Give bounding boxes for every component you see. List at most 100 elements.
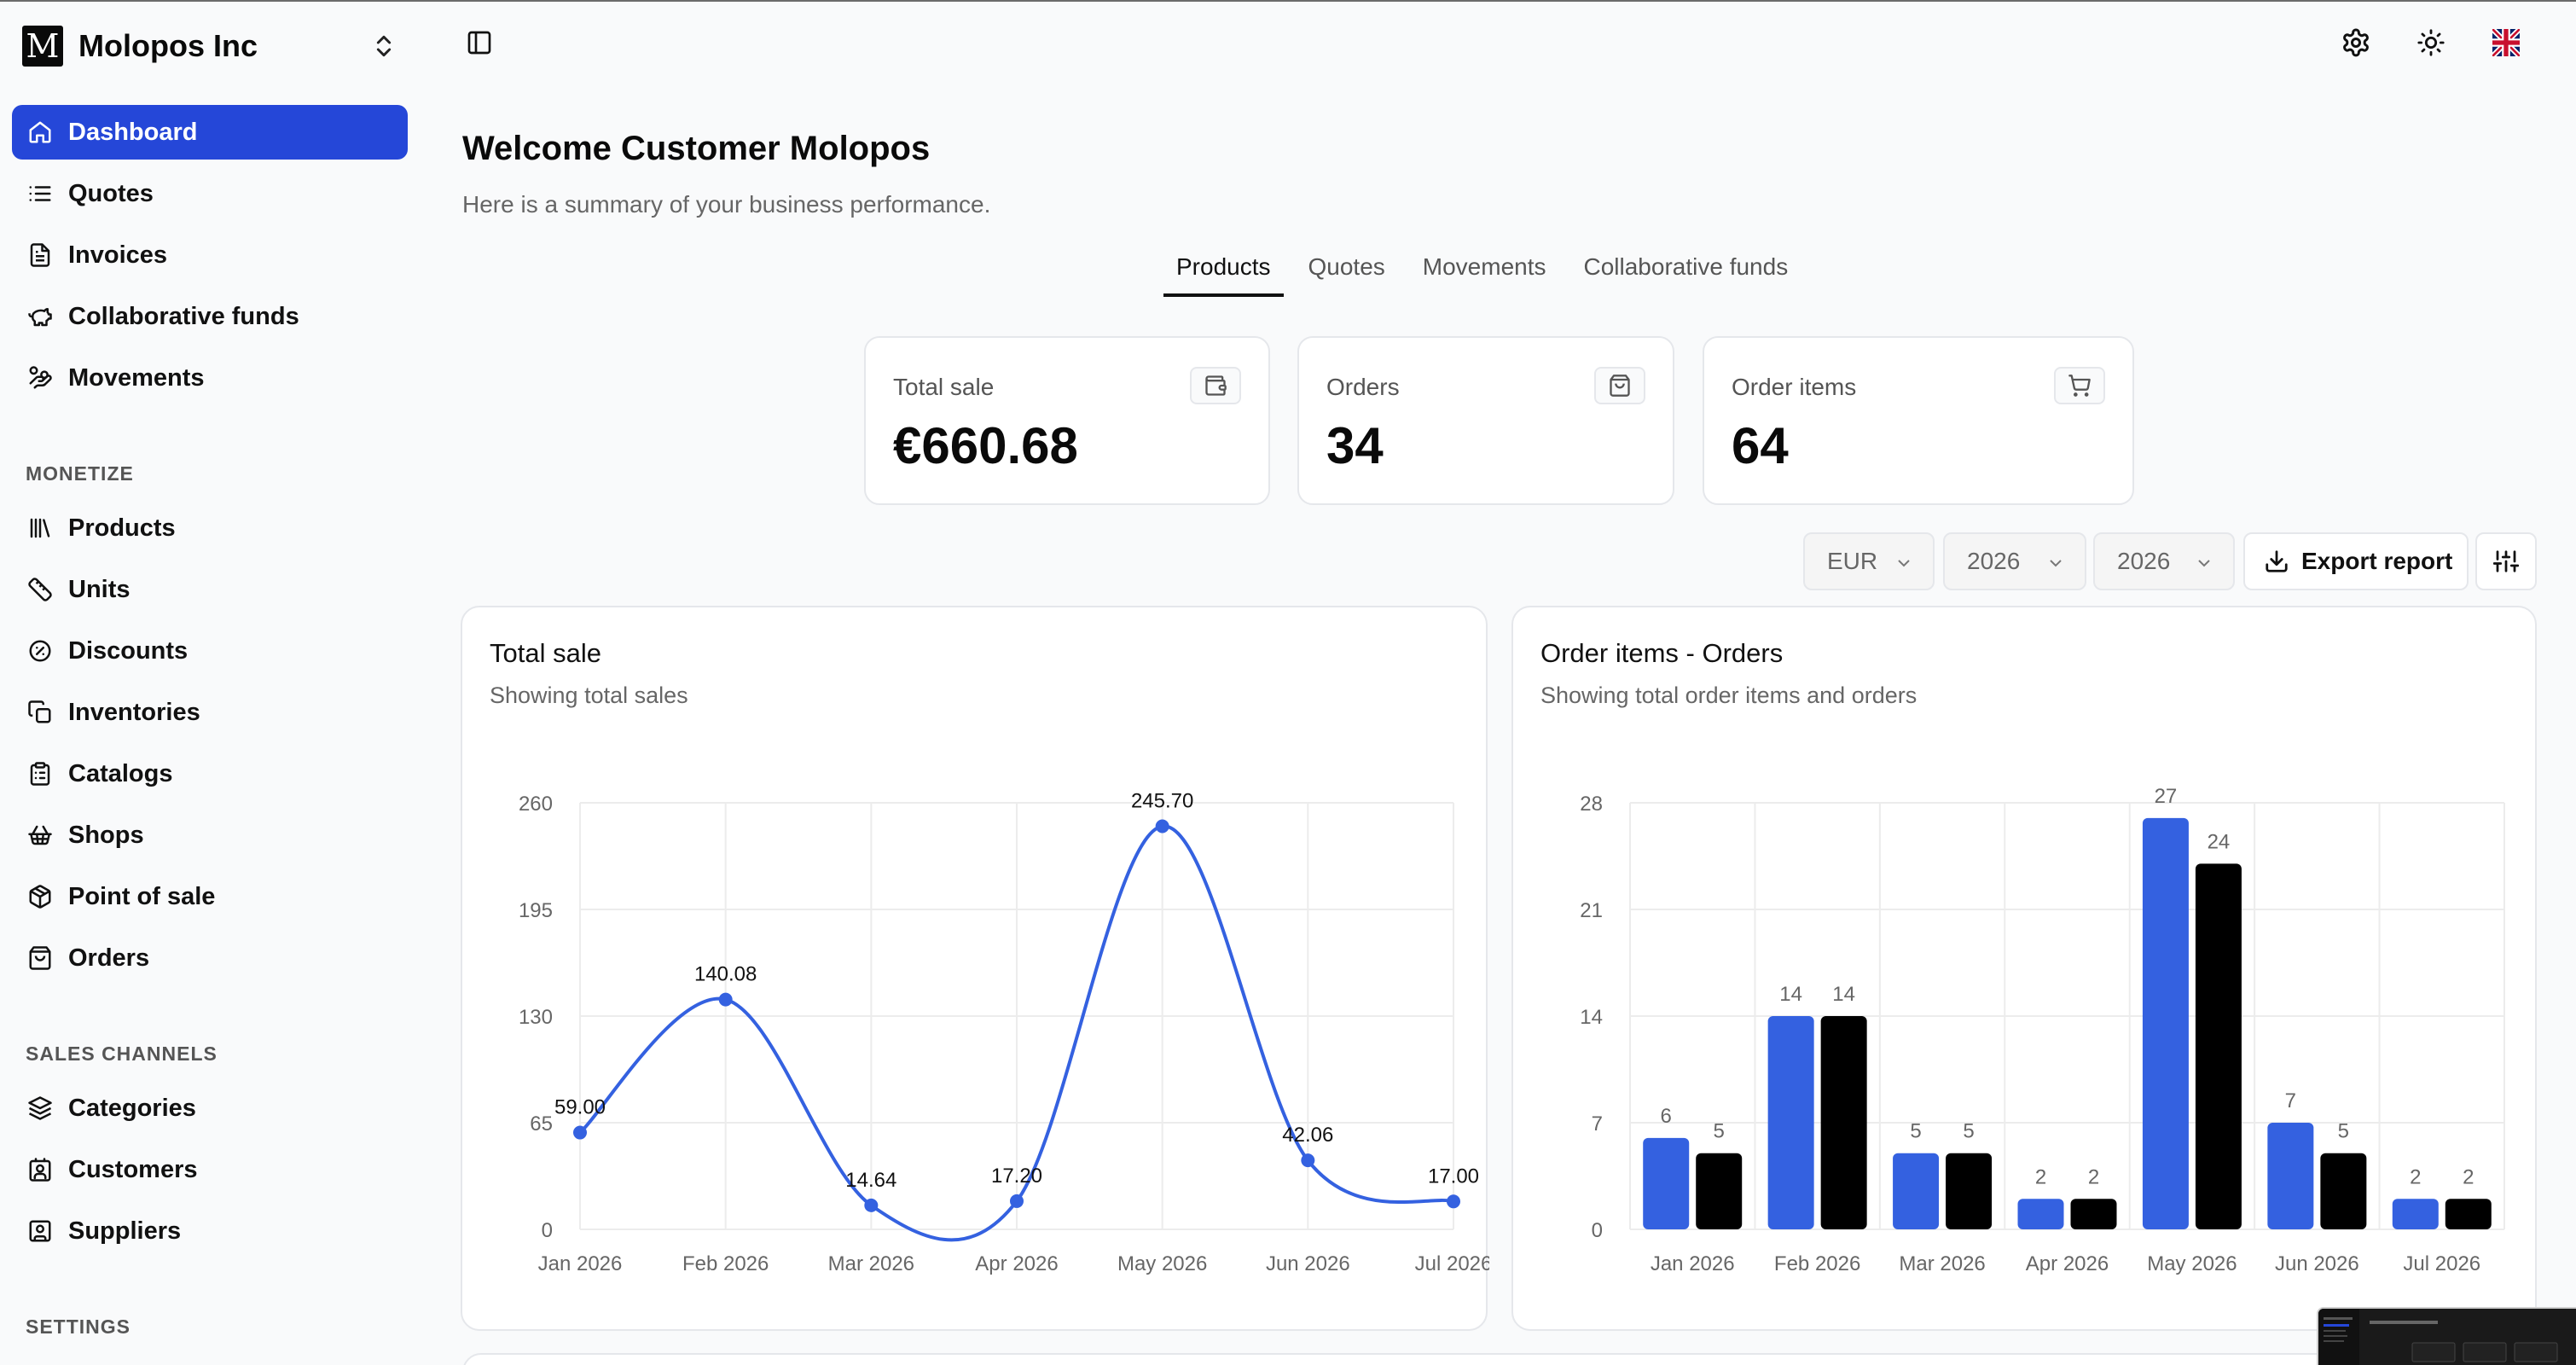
chevron-down-icon bbox=[1898, 560, 1910, 567]
y-tick-label: 14 bbox=[1580, 1006, 1603, 1029]
sidebar-item-label: Discounts bbox=[68, 636, 189, 665]
piggy-bank-icon bbox=[26, 302, 55, 331]
stat-label: Order items bbox=[1732, 374, 1857, 400]
sidebar-item-label: Orders bbox=[68, 944, 150, 972]
year-to-select[interactable]: 2026 bbox=[2093, 532, 2235, 590]
data-label: 2 bbox=[2088, 1165, 2099, 1188]
sidebar-item-suppliers[interactable]: Suppliers bbox=[12, 1204, 408, 1258]
theme-sun-icon[interactable] bbox=[2412, 24, 2450, 61]
y-tick-label: 65 bbox=[530, 1112, 553, 1136]
currency-value: EUR bbox=[1827, 548, 1878, 574]
currency-select[interactable]: EUR bbox=[1803, 532, 1935, 590]
sidebar-item-movements[interactable]: Movements bbox=[12, 351, 408, 405]
x-tick-label: Apr 2026 bbox=[975, 1252, 1058, 1275]
export-report-button[interactable]: Export report bbox=[2243, 532, 2469, 590]
export-label: Export report bbox=[2301, 548, 2453, 574]
data-point bbox=[1155, 819, 1169, 834]
sidebar-item-label: Inventories bbox=[68, 698, 200, 726]
data-point bbox=[1301, 1153, 1315, 1168]
data-label: 17.20 bbox=[991, 1165, 1042, 1188]
sidebar-item-products[interactable]: Products bbox=[12, 501, 408, 555]
data-label: 27 bbox=[2155, 785, 2178, 808]
chart-card-order-items-orders: Order items - Orders Showing total order… bbox=[1511, 606, 2537, 1331]
sidebar-item-categories[interactable]: Categories bbox=[12, 1081, 408, 1136]
x-tick-label: Jan 2026 bbox=[538, 1252, 623, 1275]
data-point bbox=[1447, 1194, 1460, 1209]
contact-icon bbox=[26, 1155, 55, 1184]
sidebar-item-collaborative-funds[interactable]: Collaborative funds bbox=[12, 289, 408, 344]
data-label: 42.06 bbox=[1282, 1124, 1333, 1147]
bar bbox=[2017, 1199, 2064, 1229]
sidebar-item-label: Suppliers bbox=[68, 1217, 182, 1245]
page-subtitle: Here is a summary of your business perfo… bbox=[462, 191, 991, 218]
sidebar-item-dashboard[interactable]: Dashboard bbox=[12, 105, 408, 160]
copy-icon bbox=[26, 698, 55, 727]
year-from-select[interactable]: 2026 bbox=[1943, 532, 2086, 590]
x-tick-label: Mar 2026 bbox=[1899, 1252, 1985, 1275]
stat-card-total-sale: Total sale €660.68 bbox=[864, 336, 1270, 505]
chevrons-up-down-icon[interactable] bbox=[370, 32, 397, 60]
x-tick-label: Apr 2026 bbox=[2026, 1252, 2109, 1275]
tab-movements[interactable]: Movements bbox=[1422, 253, 1546, 280]
sidebar-item-units[interactable]: Units bbox=[12, 562, 408, 617]
preview-thumbnail[interactable] bbox=[2317, 1307, 2576, 1365]
sidebar-item-label: Catalogs bbox=[68, 759, 173, 787]
section-heading-sales-channels: SALES CHANNELS bbox=[26, 1043, 218, 1065]
sidebar-item-orders[interactable]: Orders bbox=[12, 931, 408, 985]
sliders-icon bbox=[2493, 550, 2519, 572]
stat-card-order-items: Order items 64 bbox=[1703, 336, 2134, 505]
sidebar-item-inventories[interactable]: Inventories bbox=[12, 685, 408, 740]
tab-products[interactable]: Products bbox=[1163, 247, 1284, 297]
sidebar-item-discounts[interactable]: Discounts bbox=[12, 624, 408, 678]
bar bbox=[2267, 1123, 2314, 1229]
tab-collaborative-funds[interactable]: Collaborative funds bbox=[1583, 253, 1789, 280]
data-label: 5 bbox=[2338, 1120, 2349, 1143]
data-point bbox=[573, 1125, 587, 1140]
bar bbox=[2392, 1199, 2439, 1229]
chart-title: Total sale bbox=[490, 638, 601, 668]
x-tick-label: Jul 2026 bbox=[2403, 1252, 2480, 1275]
file-icon bbox=[26, 241, 55, 270]
data-label: 7 bbox=[2285, 1089, 2296, 1112]
tab-quotes[interactable]: Quotes bbox=[1308, 253, 1385, 280]
order-items-orders-bar-chart: 0 7 14 21 28 Jan 2026 6 5 Feb 2026 14 14 Mar 2026 5 5… bbox=[1580, 785, 2505, 1275]
x-tick-label: Jun 2026 bbox=[2275, 1252, 2359, 1275]
stat-card-orders: Orders 34 bbox=[1297, 336, 1674, 505]
x-tick-label: May 2026 bbox=[2147, 1252, 2237, 1275]
sidebar-item-point-of-sale[interactable]: Point of sale bbox=[12, 869, 408, 924]
download-icon bbox=[2266, 550, 2288, 572]
sidebar-item-customers[interactable]: Customers bbox=[12, 1142, 408, 1197]
sidebar-item-label: Invoices bbox=[68, 241, 168, 269]
data-label: 14.64 bbox=[845, 1169, 896, 1192]
bar bbox=[2445, 1199, 2492, 1229]
shopping-bag-icon bbox=[1594, 367, 1645, 404]
uk-flag-icon[interactable] bbox=[2487, 24, 2525, 61]
data-label: 17.00 bbox=[1428, 1165, 1479, 1188]
data-point bbox=[1010, 1194, 1024, 1208]
y-tick-label: 21 bbox=[1580, 899, 1603, 922]
org-switcher[interactable]: M Molopos Inc bbox=[22, 24, 397, 68]
x-tick-label: Mar 2026 bbox=[828, 1252, 914, 1275]
user-square-icon bbox=[26, 1217, 55, 1246]
bar bbox=[2142, 817, 2189, 1229]
bar bbox=[1696, 1153, 1743, 1229]
layers-icon bbox=[26, 1094, 55, 1123]
sidebar-item-label: Units bbox=[68, 575, 131, 603]
chart-card-total-sale: Total sale Showing total sales 0 65 130 195… bbox=[461, 606, 1489, 1331]
chevron-down-icon bbox=[2050, 560, 2062, 567]
chart-options-button[interactable] bbox=[2475, 532, 2537, 590]
sidebar-item-label: Quotes bbox=[68, 179, 154, 207]
basket-icon bbox=[26, 821, 55, 850]
shopping-bag-icon bbox=[26, 944, 55, 973]
year-to-value: 2026 bbox=[2117, 548, 2171, 574]
sidebar-item-catalogs[interactable]: Catalogs bbox=[12, 746, 408, 801]
y-tick-label: 0 bbox=[542, 1219, 553, 1242]
settings-gear-icon[interactable] bbox=[2337, 24, 2375, 61]
hand-coins-icon bbox=[26, 363, 55, 392]
data-label: 140.08 bbox=[694, 963, 757, 986]
sidebar-item-invoices[interactable]: Invoices bbox=[12, 228, 408, 282]
sidebar-item-quotes[interactable]: Quotes bbox=[12, 166, 408, 221]
sidebar-item-shops[interactable]: Shops bbox=[12, 808, 408, 863]
sidebar-toggle-icon[interactable] bbox=[461, 24, 498, 61]
x-tick-label: Jun 2026 bbox=[1266, 1252, 1350, 1275]
